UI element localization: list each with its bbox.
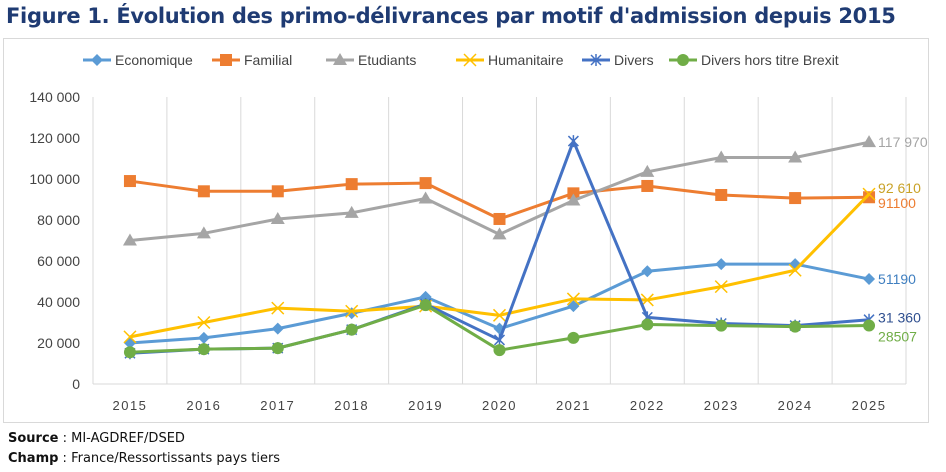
data-point xyxy=(493,212,506,225)
legend-marker xyxy=(333,53,347,65)
legend-marker xyxy=(220,54,232,66)
data-point xyxy=(715,188,728,201)
data-point xyxy=(566,193,581,206)
data-point xyxy=(640,293,654,307)
data-point xyxy=(862,135,877,148)
x-tick-label: 2024 xyxy=(778,398,813,413)
data-point xyxy=(271,301,285,315)
x-tick-label: 2016 xyxy=(186,398,221,413)
end-data-label: 91100 xyxy=(878,195,916,211)
data-point xyxy=(419,290,432,303)
x-tick-label: 2025 xyxy=(852,398,887,413)
data-point xyxy=(123,346,136,359)
y-tick-label: 120 000 xyxy=(29,130,80,146)
data-point xyxy=(862,187,876,201)
y-tick-label: 0 xyxy=(72,376,80,392)
data-point xyxy=(566,292,580,306)
data-point xyxy=(715,319,728,332)
data-point xyxy=(567,187,580,200)
data-point xyxy=(863,191,876,204)
data-point xyxy=(641,179,654,192)
data-point xyxy=(196,226,211,239)
data-point xyxy=(641,318,654,331)
data-point xyxy=(863,273,876,286)
legend-label: Divers hors titre Brexit xyxy=(701,52,839,68)
champ-label: Champ xyxy=(8,451,59,466)
data-point xyxy=(788,150,803,163)
legend-marker xyxy=(463,53,477,67)
data-point xyxy=(197,331,210,344)
y-tick-label: 80 000 xyxy=(37,212,80,228)
data-point xyxy=(714,280,728,294)
data-point xyxy=(863,319,876,332)
source-label: Source xyxy=(8,431,59,446)
chart-title: Figure 1. Évolution des primo-délivrance… xyxy=(6,4,896,28)
data-point xyxy=(418,191,433,204)
data-point xyxy=(789,192,802,205)
data-point xyxy=(345,323,358,336)
legend-label: Familial xyxy=(244,52,292,68)
data-point xyxy=(122,233,137,246)
data-point xyxy=(492,227,507,240)
legend-label: Humanitaire xyxy=(488,52,564,68)
data-point xyxy=(789,320,802,333)
data-point xyxy=(492,308,507,322)
y-tick-label: 60 000 xyxy=(37,253,80,269)
data-point xyxy=(197,343,210,356)
end-data-label: 117 970 xyxy=(878,134,928,150)
x-tick-label: 2018 xyxy=(334,398,369,413)
source-line: Source : MI-AGDREF/DSED xyxy=(8,431,185,446)
data-point xyxy=(714,150,729,163)
source-value: : MI-AGDREF/DSED xyxy=(58,431,185,446)
data-point xyxy=(271,185,284,198)
end-data-label: 92 610 xyxy=(878,180,921,196)
data-point xyxy=(567,331,580,344)
champ-line: Champ : France/Ressortissants pays tiers xyxy=(8,451,280,466)
data-point xyxy=(345,307,358,320)
data-point xyxy=(197,185,210,198)
legend-label: Etudiants xyxy=(358,52,416,68)
legend-label: Divers xyxy=(614,52,654,68)
end-data-label: 28507 xyxy=(878,329,917,345)
data-point xyxy=(641,265,654,278)
y-tick-label: 20 000 xyxy=(37,335,80,351)
legend-marker xyxy=(677,54,689,66)
end-data-label: 51190 xyxy=(878,271,916,287)
legend-marker xyxy=(590,54,602,66)
data-point xyxy=(493,333,506,346)
x-tick-label: 2022 xyxy=(630,398,665,413)
data-point xyxy=(345,304,359,318)
y-tick-label: 40 000 xyxy=(37,294,80,310)
legend-label: Economique xyxy=(115,52,193,68)
data-point xyxy=(567,135,579,148)
data-point xyxy=(640,164,655,177)
data-point xyxy=(270,211,285,224)
line-chart: 0 20 000 40 000 60 000 80 000 100 000 120 000 1… xyxy=(29,52,928,413)
end-data-label: 31 360 xyxy=(878,310,921,326)
y-tick-label: 100 000 xyxy=(29,171,80,187)
x-tick-label: 2015 xyxy=(112,398,147,413)
legend-marker xyxy=(91,54,103,66)
champ-value: : France/Ressortissants pays tiers xyxy=(58,451,281,466)
x-tick-label: 2019 xyxy=(408,398,443,413)
data-point xyxy=(271,342,284,355)
data-point xyxy=(419,177,432,190)
data-point xyxy=(123,330,137,344)
data-point xyxy=(567,300,580,313)
data-point xyxy=(345,178,358,191)
data-point xyxy=(271,322,284,335)
y-tick-label: 140 000 xyxy=(29,89,80,105)
x-tick-label: 2023 xyxy=(704,398,739,413)
data-point xyxy=(788,263,802,277)
data-point xyxy=(344,205,359,218)
x-tick-label: 2017 xyxy=(260,398,295,413)
x-tick-label: 2021 xyxy=(556,398,591,413)
data-point xyxy=(197,315,211,330)
data-point xyxy=(715,258,728,271)
x-tick-label: 2020 xyxy=(482,398,517,413)
data-point xyxy=(493,344,506,357)
data-point xyxy=(419,299,432,312)
data-point xyxy=(123,175,136,188)
chart-frame xyxy=(3,38,929,423)
